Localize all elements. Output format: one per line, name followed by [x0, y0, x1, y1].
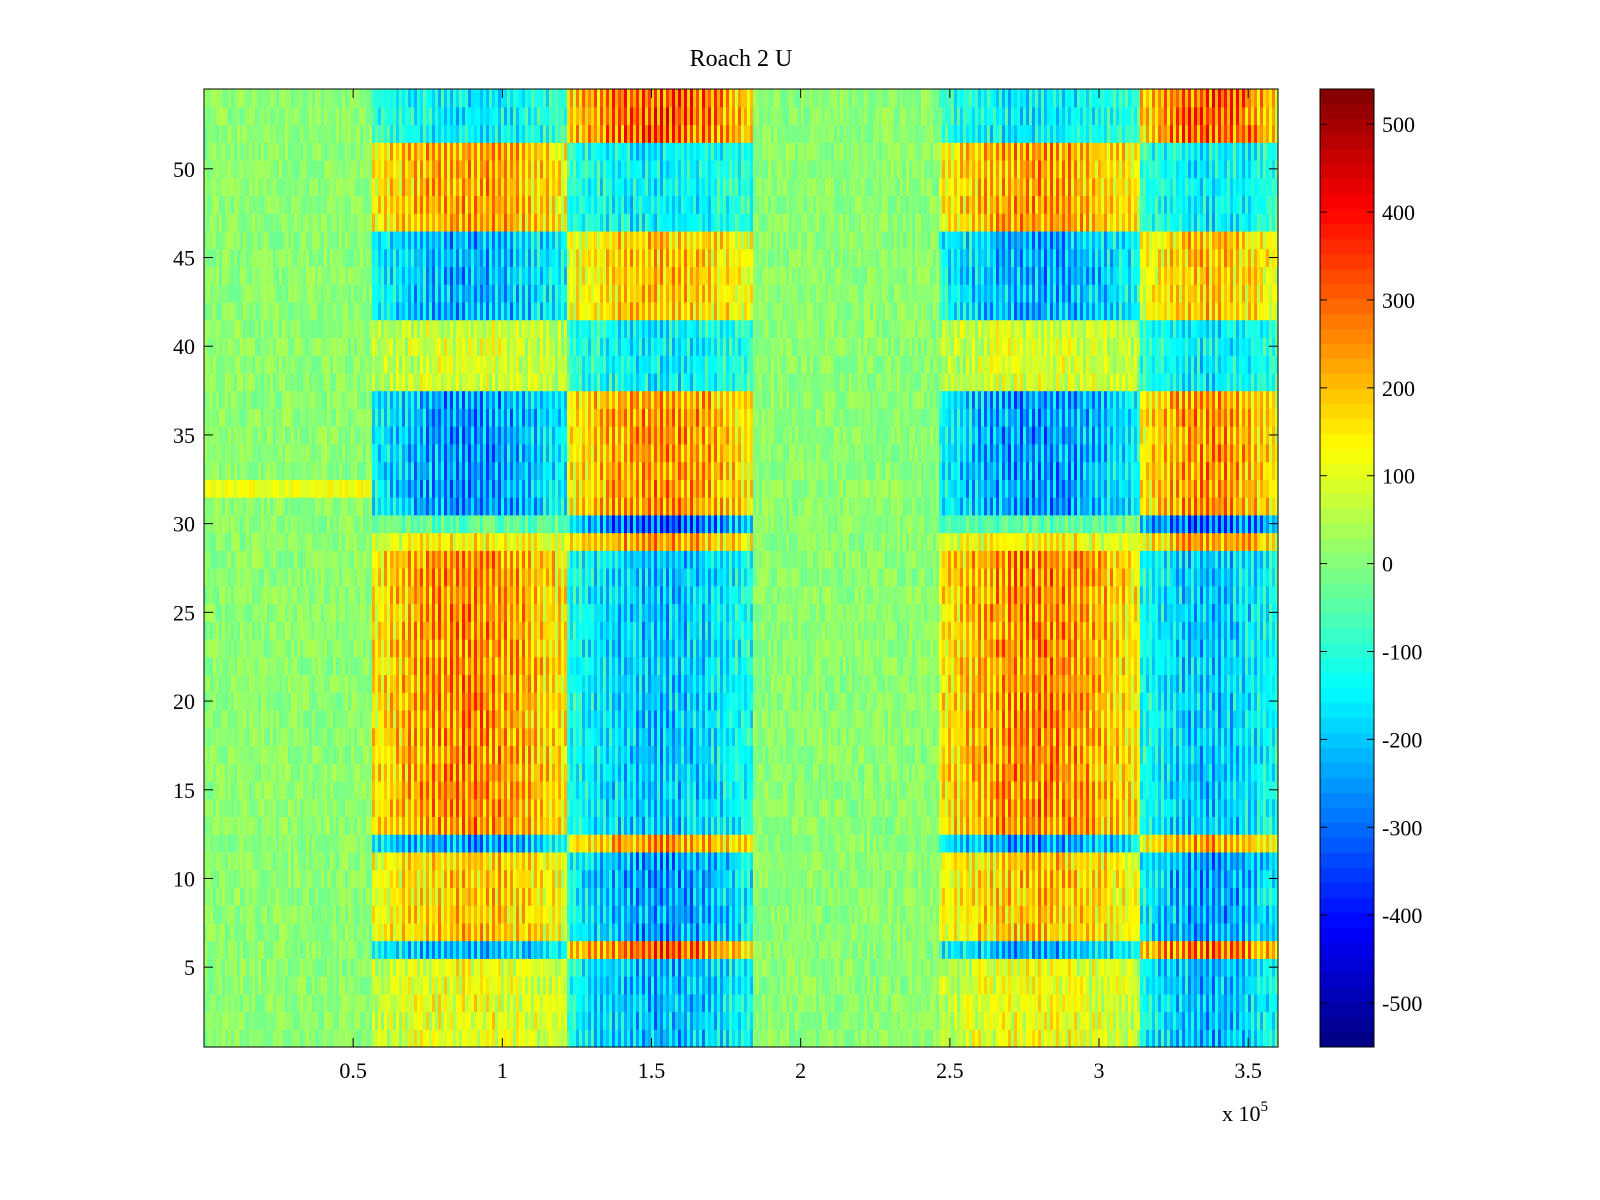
chart-title: Roach 2 U [690, 46, 793, 72]
heatmap-cells [204, 89, 1278, 1048]
